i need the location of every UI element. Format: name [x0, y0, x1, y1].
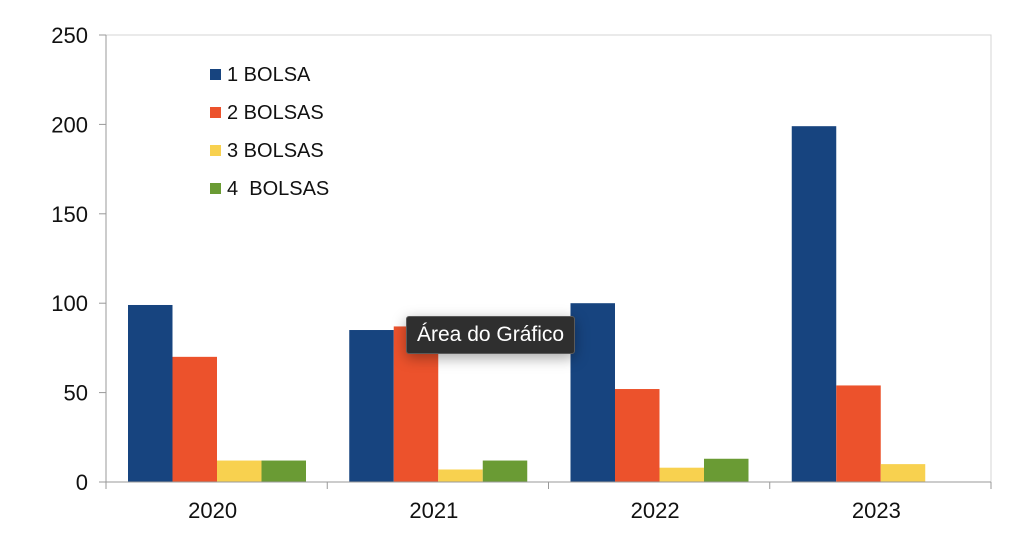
bar-2022-series-4[interactable]	[704, 458, 749, 482]
bar-2020-series-2[interactable]	[172, 356, 218, 482]
bar-2022-series-1[interactable]	[570, 303, 616, 482]
bar-2021-series-4[interactable]	[482, 460, 528, 482]
chart-area-tooltip: Área do Gráfico	[406, 316, 576, 354]
legend-swatch	[210, 69, 221, 80]
legend-label: 4 BOLSAS	[227, 178, 329, 200]
legend-swatch	[210, 107, 221, 118]
legend-swatch	[210, 145, 221, 156]
x-tick-label: 2023	[852, 498, 901, 523]
bar-2023-series-1[interactable]	[791, 126, 837, 483]
bar-2020-series-3[interactable]	[217, 460, 262, 482]
y-tick-label: 250	[51, 23, 88, 48]
legend-label: 3 BOLSAS	[227, 140, 324, 162]
bars-layer	[128, 126, 926, 483]
bar-2023-series-3[interactable]	[880, 464, 926, 482]
bar-2020-series-1[interactable]	[128, 304, 173, 482]
legend-label: 1 BOLSA	[227, 64, 311, 86]
y-tick-label: 0	[76, 470, 88, 495]
legend[interactable]: 1 BOLSA 2 BOLSAS 3 BOLSAS 4 BOLSAS	[210, 64, 329, 200]
legend-label: 2 BOLSAS	[227, 102, 324, 124]
bar-2022-series-2[interactable]	[615, 389, 660, 482]
x-tick-label: 2022	[631, 498, 680, 523]
bar-2022-series-3[interactable]	[659, 467, 705, 482]
y-ticks-layer: 0 50 100 150 200 250	[51, 23, 106, 495]
bar-2021-series-1[interactable]	[349, 330, 394, 482]
x-ticks-layer: 2020 2021 2022 2023	[105, 482, 992, 523]
y-tick-label: 150	[51, 202, 88, 227]
bar-2023-series-2[interactable]	[836, 385, 881, 482]
y-tick-label: 50	[64, 381, 88, 406]
x-tick-label: 2021	[409, 498, 458, 523]
x-tick-label: 2020	[188, 498, 237, 523]
legend-swatch	[210, 183, 221, 194]
y-tick-label: 200	[51, 112, 88, 137]
y-tick-label: 100	[51, 291, 88, 316]
bar-2021-series-3[interactable]	[438, 469, 483, 482]
bar-2020-series-4[interactable]	[261, 460, 307, 482]
